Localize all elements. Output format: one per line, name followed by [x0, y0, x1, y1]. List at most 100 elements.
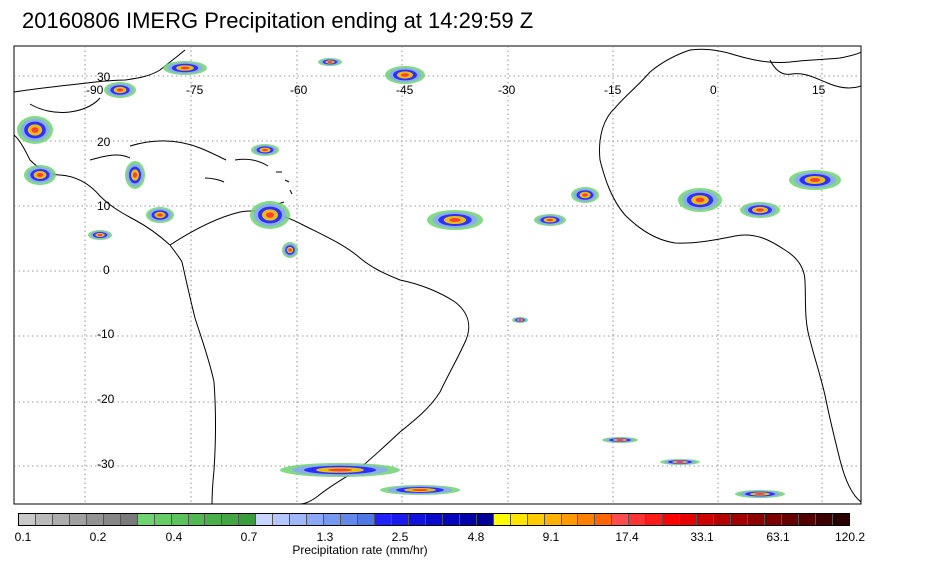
graticule — [14, 46, 861, 504]
precip-cell — [36, 173, 44, 177]
precip-cell — [755, 493, 765, 495]
precip-cell — [31, 127, 39, 133]
colorbar — [18, 513, 850, 526]
colorbar-swatch — [273, 514, 291, 525]
lon-label: -15 — [604, 83, 622, 97]
precip-cell — [582, 193, 588, 197]
colorbar-swatch — [205, 514, 223, 525]
coastlines — [14, 48, 861, 504]
lon-label: -30 — [498, 83, 516, 97]
colorbar-swatch — [35, 514, 53, 525]
colorbar-swatch — [731, 514, 748, 525]
lat-label: -30 — [97, 457, 115, 471]
precip-cell — [266, 212, 274, 218]
colorbar-swatch — [646, 514, 664, 525]
colorbar-swatch — [86, 514, 104, 525]
precip-cell — [412, 489, 428, 491]
colorbar-swatch — [781, 514, 799, 525]
colorbar-swatch — [52, 514, 70, 525]
colorbar-tick: 9.1 — [542, 530, 560, 544]
colorbar-swatch — [629, 514, 647, 525]
colorbar-swatch — [324, 514, 342, 525]
colorbar-swatch — [341, 514, 359, 525]
precip-cell — [401, 73, 409, 77]
lon-label: -60 — [290, 83, 308, 97]
colorbar-swatch — [714, 514, 732, 525]
colorbar-swatch — [527, 514, 545, 525]
lon-label: 15 — [812, 83, 826, 97]
colorbar-swatch — [408, 514, 426, 525]
precip-cell — [262, 148, 268, 152]
lon-label: -45 — [396, 83, 414, 97]
lat-label: 30 — [97, 70, 111, 84]
colorbar-swatch — [680, 514, 698, 525]
precip-cell — [288, 248, 292, 252]
map-title: 20160806 IMERG Precipitation ending at 1… — [22, 8, 534, 33]
colorbar-swatch — [103, 514, 121, 525]
colorbar-swatch — [256, 514, 274, 525]
colorbar-swatch — [442, 514, 460, 525]
colorbar-swatch — [171, 514, 189, 525]
colorbar-swatch — [747, 514, 765, 525]
precipitation-field — [17, 58, 841, 498]
colorbar-title: Precipitation rate (mm/hr) — [292, 543, 428, 557]
precip-cell — [97, 234, 103, 236]
precip-cell — [809, 178, 821, 182]
colorbar-tick: 0.1 — [14, 530, 32, 544]
precip-cell — [518, 319, 522, 321]
colorbar-swatch — [815, 514, 833, 525]
colorbar-swatch — [561, 514, 579, 525]
colorbar-swatch — [19, 514, 36, 525]
colorbar-swatch — [764, 514, 782, 525]
lon-label: -75 — [186, 83, 204, 97]
colorbar-tick: 17.4 — [615, 530, 639, 544]
colorbar-swatch — [154, 514, 172, 525]
colorbar-swatch — [612, 514, 630, 525]
colorbar-swatch — [493, 514, 511, 525]
precip-cell — [116, 88, 124, 92]
colorbar-tick: 120.2 — [834, 530, 866, 544]
colorbar-swatch — [307, 514, 325, 525]
precip-cell — [676, 461, 684, 463]
precip-cell — [449, 218, 461, 222]
colorbar-swatch — [375, 514, 392, 525]
precip-cell — [546, 218, 554, 222]
colorbar-swatch — [459, 514, 477, 525]
lat-label: 20 — [97, 135, 111, 149]
precip-cell — [327, 61, 333, 63]
precip-cell — [133, 172, 137, 178]
colorbar-swatch — [476, 514, 494, 525]
colorbar-swatch — [832, 514, 849, 525]
colorbar-swatch — [137, 514, 155, 525]
colorbar-tick: 0.2 — [89, 530, 107, 544]
colorbar-swatch — [391, 514, 409, 525]
colorbar-tick: 63.1 — [766, 530, 790, 544]
colorbar-tick: 0.7 — [240, 530, 258, 544]
colorbar-swatch — [188, 514, 206, 525]
latitude-labels: 30 20 10 0 -10 -20 -30 — [97, 70, 115, 471]
precip-cell — [157, 213, 163, 217]
colorbar-tick: 4.8 — [467, 530, 485, 544]
colorbar-swatch — [595, 514, 613, 525]
lon-label: 0 — [710, 83, 717, 97]
precip-cell — [328, 468, 352, 472]
colorbar-tick: 0.4 — [165, 530, 183, 544]
lat-label: -10 — [97, 327, 115, 341]
lon-label: -90 — [86, 83, 104, 97]
precip-cell — [756, 208, 764, 212]
lat-label: -20 — [97, 392, 115, 406]
map-frame — [13, 45, 862, 505]
longitude-labels: -90 -75 -60 -45 -30 -15 0 15 — [86, 83, 826, 97]
lat-label: 0 — [103, 263, 110, 277]
colorbar-tick: 33.1 — [690, 530, 714, 544]
colorbar-swatch — [578, 514, 596, 525]
precip-cell — [180, 66, 190, 70]
precip-cell — [695, 197, 705, 203]
colorbar-swatch — [69, 514, 87, 525]
colorbar-tick: 2.5 — [391, 530, 409, 544]
precip-cell — [616, 439, 624, 441]
colorbar-swatch — [798, 514, 816, 525]
colorbar-swatch — [425, 514, 443, 525]
colorbar-swatch — [239, 514, 257, 525]
